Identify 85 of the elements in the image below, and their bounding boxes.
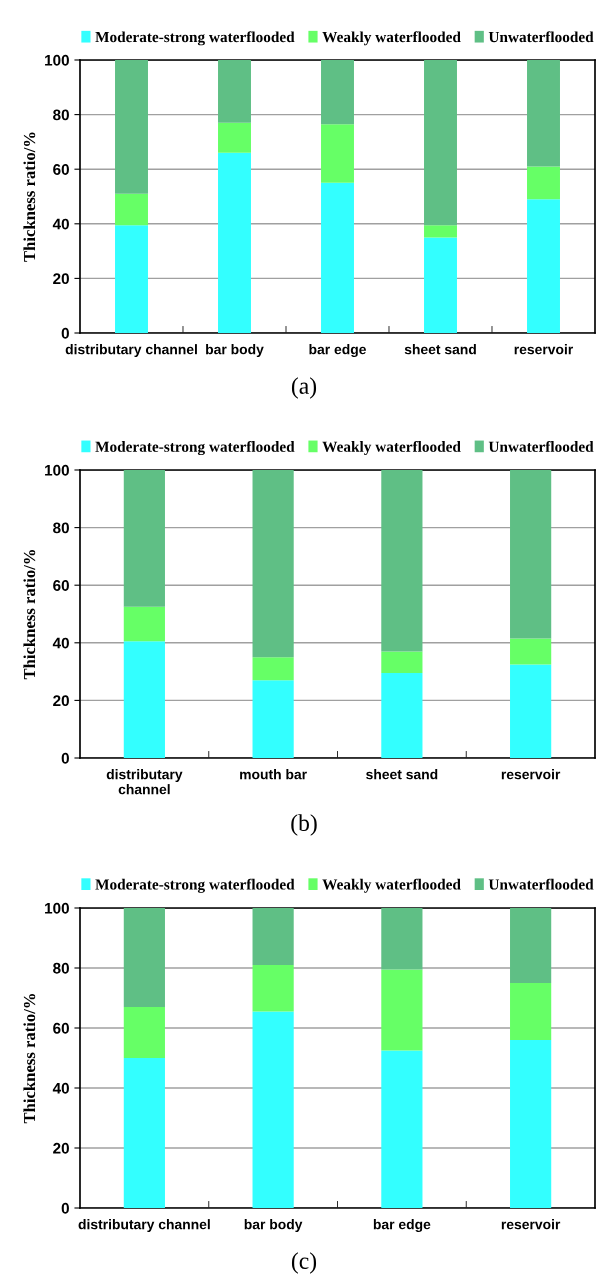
legend-label: Weakly waterflooded [322, 440, 461, 455]
bar [252, 680, 294, 758]
x-tick-label: reservoir [501, 769, 561, 780]
x-tick-label: distributary channel [78, 1219, 210, 1233]
y-tick-label: 20 [53, 273, 69, 285]
bar [218, 152, 251, 333]
x-tick-label: distributary channel [106, 769, 183, 795]
bar [381, 1050, 423, 1208]
y-tick-label: 0 [61, 752, 69, 764]
y-tick-label: 100 [45, 902, 69, 914]
bar [252, 908, 294, 965]
legend-label: Weakly waterflooded [322, 878, 461, 893]
legend-label: Unwaterflooded [488, 878, 594, 890]
y-tick-label: 20 [53, 695, 69, 707]
legend-label: Moderate-strong waterflooded [95, 878, 295, 893]
y-axis-title: Thickness ratio/% [23, 550, 36, 680]
bar [321, 60, 354, 125]
bar [115, 193, 148, 226]
y-tick-label: 100 [45, 54, 69, 66]
bar [510, 983, 552, 1040]
y-tick-label: 0 [61, 1202, 69, 1214]
y-tick-label: 40 [52, 1082, 69, 1094]
bar [381, 908, 423, 970]
bar [252, 1011, 294, 1208]
y-tick-label: 60 [53, 1022, 69, 1034]
bar [527, 60, 560, 167]
y-tick-label: 100 [45, 464, 69, 476]
x-tick-label: sheet sand [366, 769, 438, 780]
x-tick-label: distributary channel [65, 344, 197, 358]
text: (b) [291, 814, 317, 836]
bar [510, 664, 552, 758]
y-tick-label: 80 [53, 962, 69, 974]
bar [527, 166, 560, 200]
y-tick-label: 60 [53, 164, 69, 175]
y-axis-title: Thickness ratio/% [23, 994, 36, 1124]
bar [123, 1058, 165, 1208]
bar [252, 657, 294, 681]
y-tick-label: 80 [53, 522, 69, 534]
bar [123, 908, 165, 1007]
legend-label: Weakly waterflooded [322, 31, 461, 46]
bar [424, 237, 457, 333]
legend-label: Unwaterflooded [488, 440, 594, 452]
bar [321, 182, 354, 333]
x-tick-label: mouth bar [240, 769, 307, 780]
bar [510, 638, 552, 665]
bar [218, 60, 251, 123]
bar [252, 965, 294, 1012]
y-tick-label: 20 [53, 1142, 69, 1154]
bar [115, 225, 148, 333]
bar [123, 606, 165, 642]
bar [424, 60, 457, 226]
y-tick-label: 0 [61, 327, 69, 339]
x-tick-label: reservoir [501, 1219, 561, 1230]
bar [510, 470, 552, 639]
bar [123, 470, 165, 607]
bar [218, 122, 251, 153]
x-tick-label: reservoir [514, 344, 574, 355]
bar [381, 470, 423, 652]
y-axis-title: Thickness ratio/% [23, 132, 36, 262]
bar [510, 908, 552, 983]
y-tick-label: 80 [53, 109, 69, 121]
x-tick-label: sheet sand [404, 344, 476, 355]
y-tick-label: 40 [52, 218, 69, 230]
bar [123, 1007, 165, 1058]
x-tick-label: bar body [206, 344, 264, 358]
y-tick-label: 40 [52, 637, 69, 649]
y-tick-label: 60 [53, 580, 69, 591]
bar [321, 124, 354, 183]
bar [527, 199, 560, 333]
x-tick-label: bar body [244, 1219, 303, 1233]
bar [381, 673, 423, 758]
bar [510, 1040, 552, 1208]
bar [424, 225, 457, 238]
bar [381, 651, 423, 674]
x-tick-label: bar edge [373, 1219, 431, 1233]
x-tick-label: bar edge [309, 344, 366, 358]
legend-label: Moderate-strong waterflooded [95, 31, 295, 46]
text: (a) [291, 377, 317, 399]
bar [381, 969, 423, 1051]
legend-label: Unwaterflooded [488, 31, 594, 43]
bar [123, 641, 165, 758]
bar [252, 470, 294, 658]
text: (c) [291, 1252, 317, 1274]
legend-label: Moderate-strong waterflooded [95, 440, 295, 456]
bar [115, 60, 148, 194]
